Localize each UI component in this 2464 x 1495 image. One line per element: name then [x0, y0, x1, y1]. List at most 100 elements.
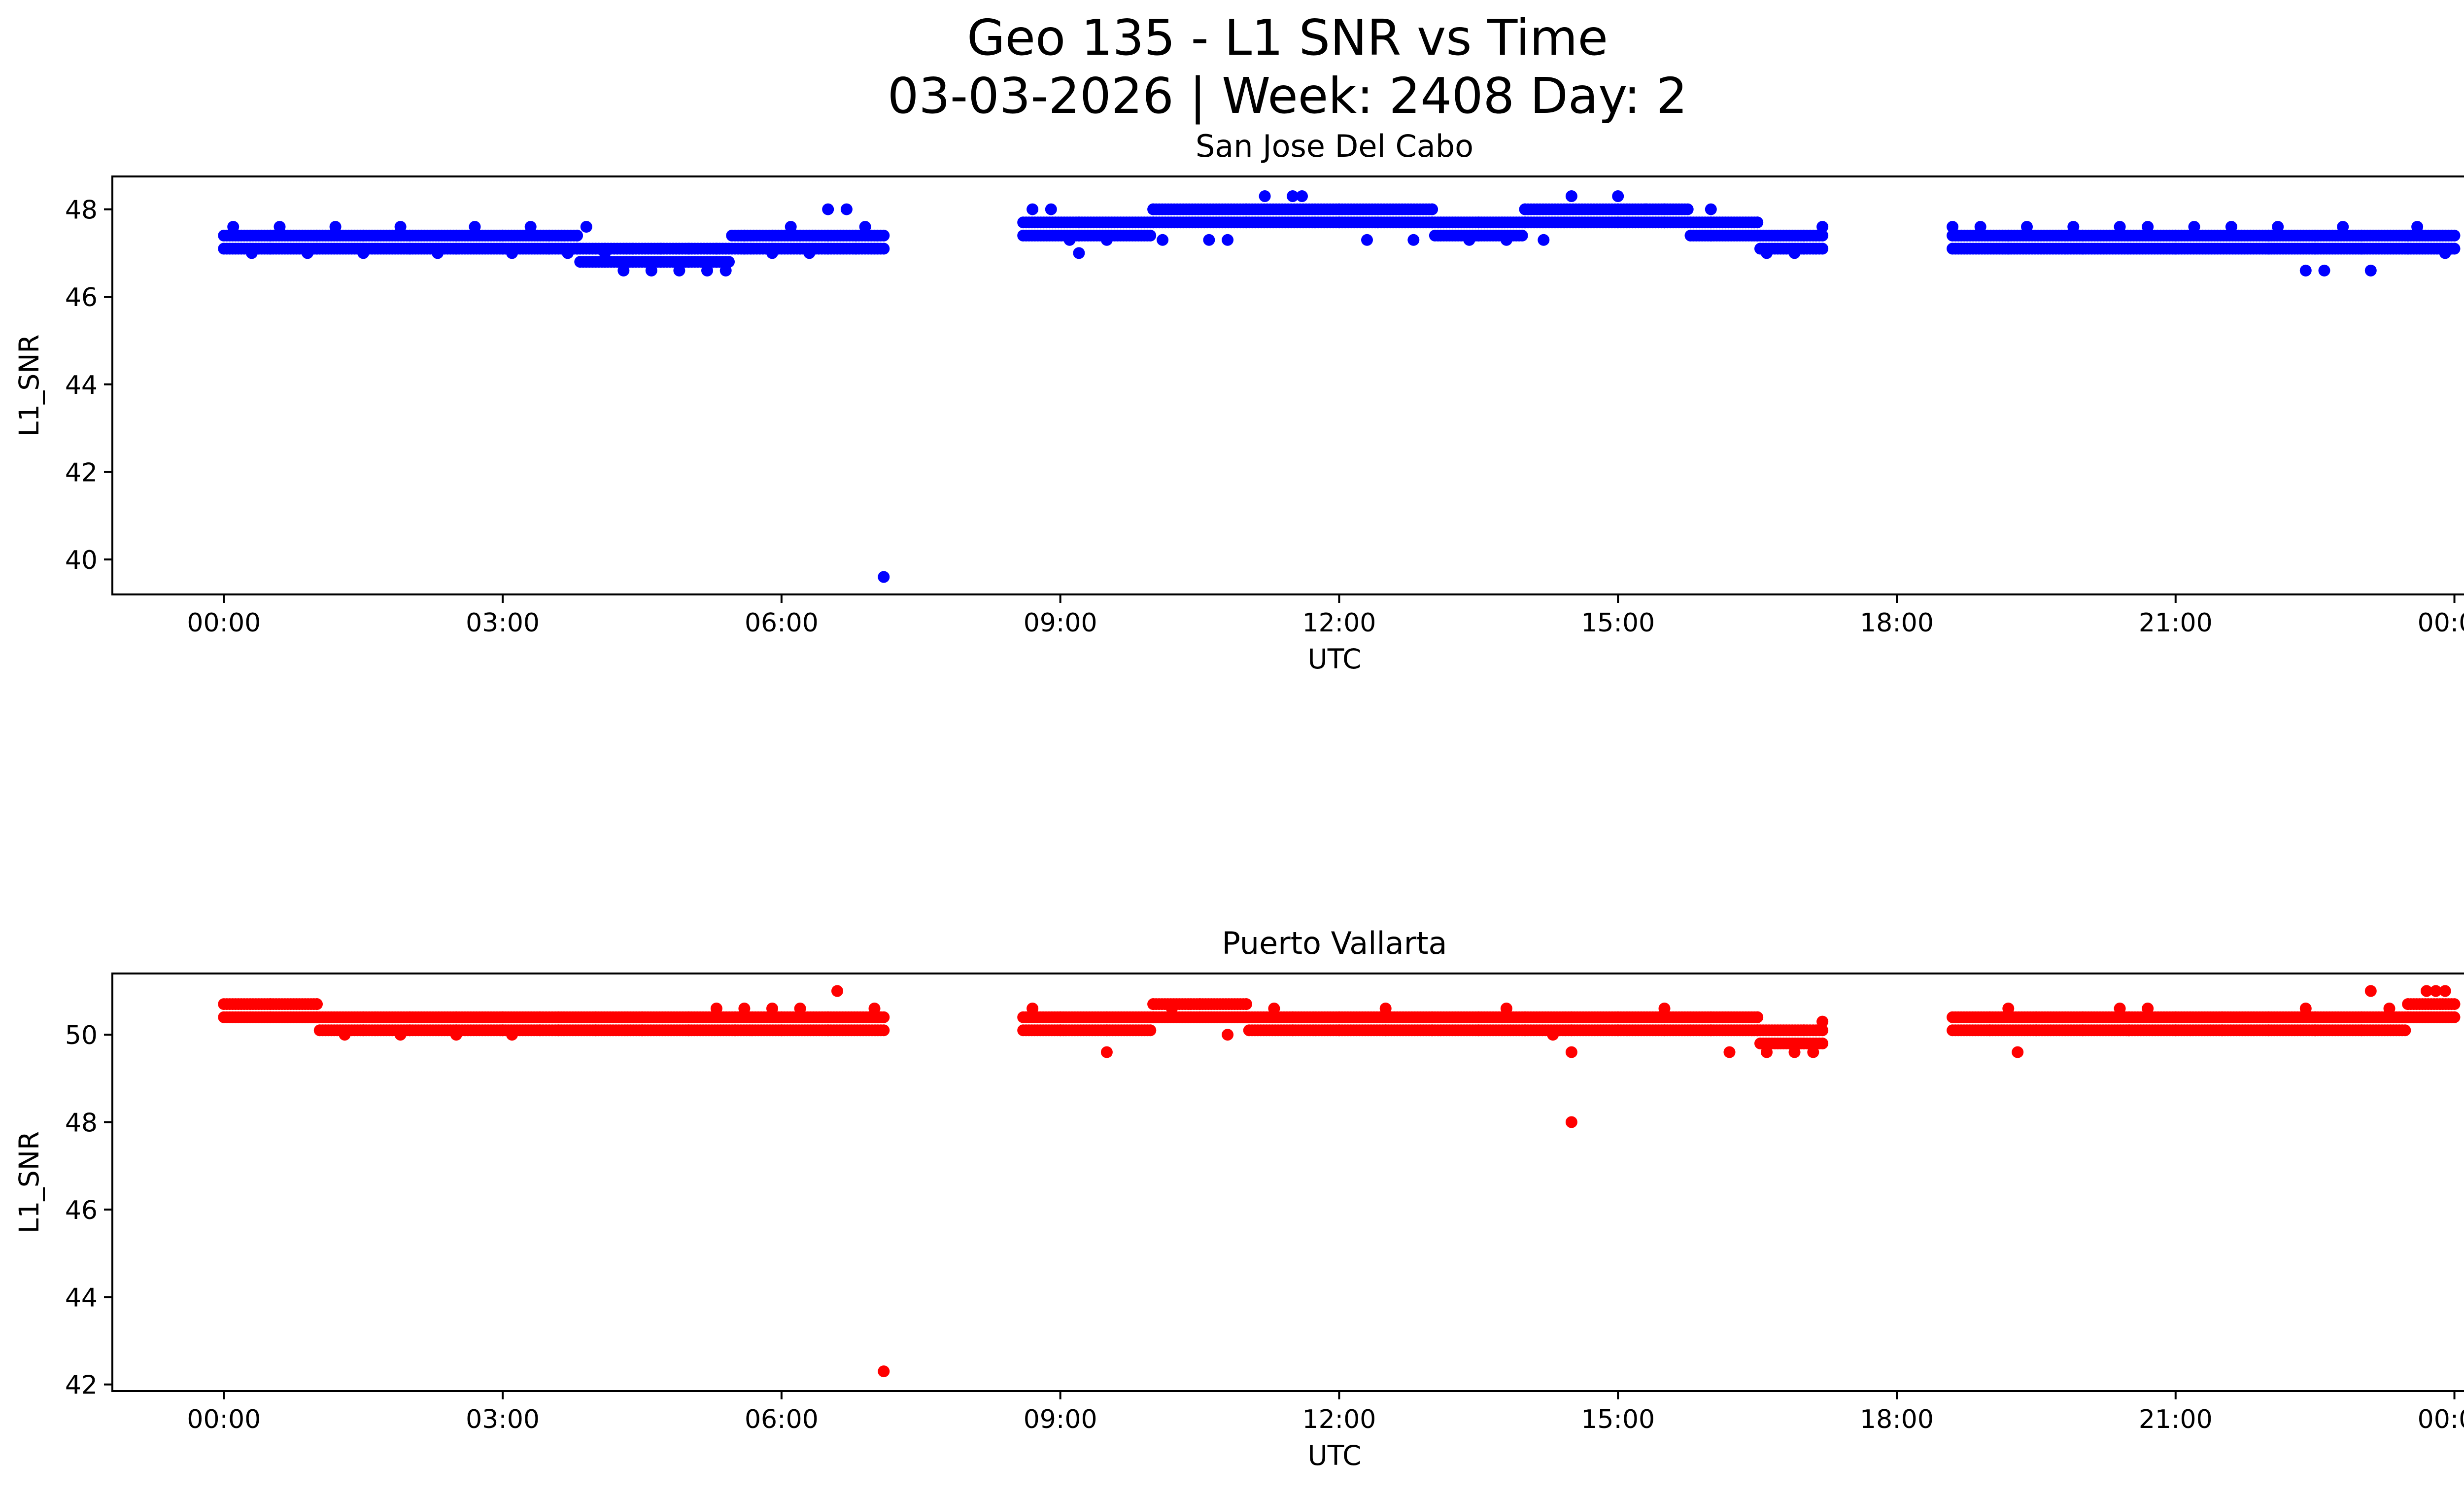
subplot-2-x-axis-label: UTC — [1307, 1440, 1361, 1471]
data-point — [1463, 234, 1475, 246]
data-point — [339, 1029, 351, 1041]
subplot-2-y-tick-label: 46 — [65, 1196, 98, 1225]
data-point — [1500, 234, 1512, 246]
data-point — [2448, 229, 2461, 242]
data-point — [302, 247, 313, 259]
data-point — [1816, 229, 1829, 242]
data-point — [710, 1003, 722, 1014]
data-point — [450, 1029, 462, 1041]
data-point — [878, 1011, 890, 1023]
data-point — [1222, 1029, 1234, 1041]
data-point — [1565, 1046, 1577, 1058]
data-point — [1296, 190, 1308, 202]
data-point — [1203, 234, 1215, 246]
subplot-2-x-tick-label: 03:00 — [466, 1405, 540, 1434]
data-point — [357, 247, 370, 259]
subplot-1-y-tick-label: 46 — [65, 283, 98, 313]
data-point — [562, 247, 574, 259]
data-point — [1807, 1046, 1819, 1058]
subplot-1-y-axis-label: L1_SNR — [13, 334, 45, 436]
subplot-1-x-tick-label: 15:00 — [1581, 608, 1655, 638]
data-point — [645, 264, 657, 277]
data-point — [1947, 221, 1959, 233]
data-point — [1100, 1046, 1113, 1058]
data-point — [2364, 264, 2377, 277]
subplot-2-x-tick-label: 12:00 — [1302, 1405, 1376, 1434]
data-point — [785, 221, 797, 233]
data-point — [2114, 221, 2126, 233]
data-point — [2364, 985, 2377, 997]
data-point — [2448, 1011, 2461, 1023]
data-point — [2318, 264, 2330, 277]
subplot-1-y-tick-label: 40 — [65, 546, 98, 575]
data-point — [1222, 234, 1234, 246]
figure-title: Geo 135 - L1 SNR vs Time 03-03-2026 | We… — [0, 9, 2464, 125]
data-point — [329, 221, 342, 233]
data-point — [580, 221, 592, 233]
subplot-2-title: Puerto Vallarta — [1222, 925, 1447, 961]
figure-title-line2: 03-03-2026 | Week: 2408 Day: 2 — [887, 67, 1688, 125]
figure-title-line1: Geo 135 - L1 SNR vs Time — [967, 9, 1608, 67]
subplot-2-y-tick-label: 42 — [65, 1371, 98, 1400]
subplot-2-x-tick-label: 00:00 — [2418, 1405, 2464, 1434]
data-point — [1816, 1024, 1829, 1037]
data-point — [1816, 1015, 1829, 1028]
data-point — [2299, 264, 2312, 277]
data-point — [1144, 1024, 1157, 1037]
data-point — [1705, 203, 1717, 215]
data-point — [1500, 1003, 1512, 1014]
data-point — [1027, 1003, 1039, 1014]
data-point — [1816, 221, 1829, 233]
data-point — [1816, 1037, 1829, 1049]
data-point — [878, 243, 890, 255]
data-point — [1240, 998, 1252, 1010]
subplot-1-x-tick-label: 06:00 — [745, 608, 819, 638]
subplot-1-series-points — [218, 190, 2461, 583]
data-point — [1287, 190, 1299, 202]
data-point — [2430, 985, 2442, 997]
data-point — [1565, 190, 1577, 202]
data-point — [738, 1003, 751, 1014]
subplot-1-x-axis-label: UTC — [1307, 643, 1361, 675]
subplot-1-title: San Jose Del Cabo — [1196, 128, 1473, 164]
data-point — [840, 203, 853, 215]
data-point — [245, 247, 258, 259]
data-point — [310, 998, 323, 1010]
data-point — [822, 203, 834, 215]
data-point — [469, 221, 481, 233]
data-point — [766, 247, 778, 259]
subplot-1-x-tick-label: 03:00 — [466, 608, 540, 638]
data-point — [1974, 221, 1986, 233]
subplot-2-x-tick-label: 09:00 — [1024, 1405, 1097, 1434]
subplot-2-series-points — [218, 985, 2461, 1378]
data-point — [1144, 229, 1157, 242]
data-point — [1379, 1003, 1392, 1014]
data-point — [2002, 1003, 2015, 1014]
subplot-2-x-tick-label: 00:00 — [187, 1405, 261, 1434]
data-point — [1761, 1046, 1773, 1058]
data-point — [1063, 234, 1076, 246]
data-point — [2142, 1003, 2154, 1014]
data-point — [1723, 1046, 1736, 1058]
subplot-1-y-tick-label: 44 — [65, 371, 98, 400]
subplot-1-x-tick-label: 09:00 — [1024, 608, 1097, 638]
data-point — [2142, 221, 2154, 233]
data-point — [1100, 234, 1113, 246]
data-point — [803, 247, 816, 259]
subplot-2-y-tick-label: 48 — [65, 1109, 98, 1138]
data-point — [1268, 1003, 1280, 1014]
subplot-1-x-tick-label: 21:00 — [2139, 608, 2213, 638]
outlier-point — [878, 1365, 890, 1378]
data-point — [701, 264, 713, 277]
data-point — [1361, 234, 1373, 246]
subplot-2-y-tick-label: 50 — [65, 1021, 98, 1050]
data-point — [2411, 221, 2424, 233]
data-point — [719, 264, 732, 277]
data-point — [2439, 985, 2451, 997]
data-point — [1073, 247, 1085, 259]
data-point — [599, 247, 611, 259]
data-point — [2299, 1003, 2312, 1014]
subplot-1-x-tick-label: 12:00 — [1302, 608, 1376, 638]
subplot-2-y-tick-label: 44 — [65, 1283, 98, 1313]
